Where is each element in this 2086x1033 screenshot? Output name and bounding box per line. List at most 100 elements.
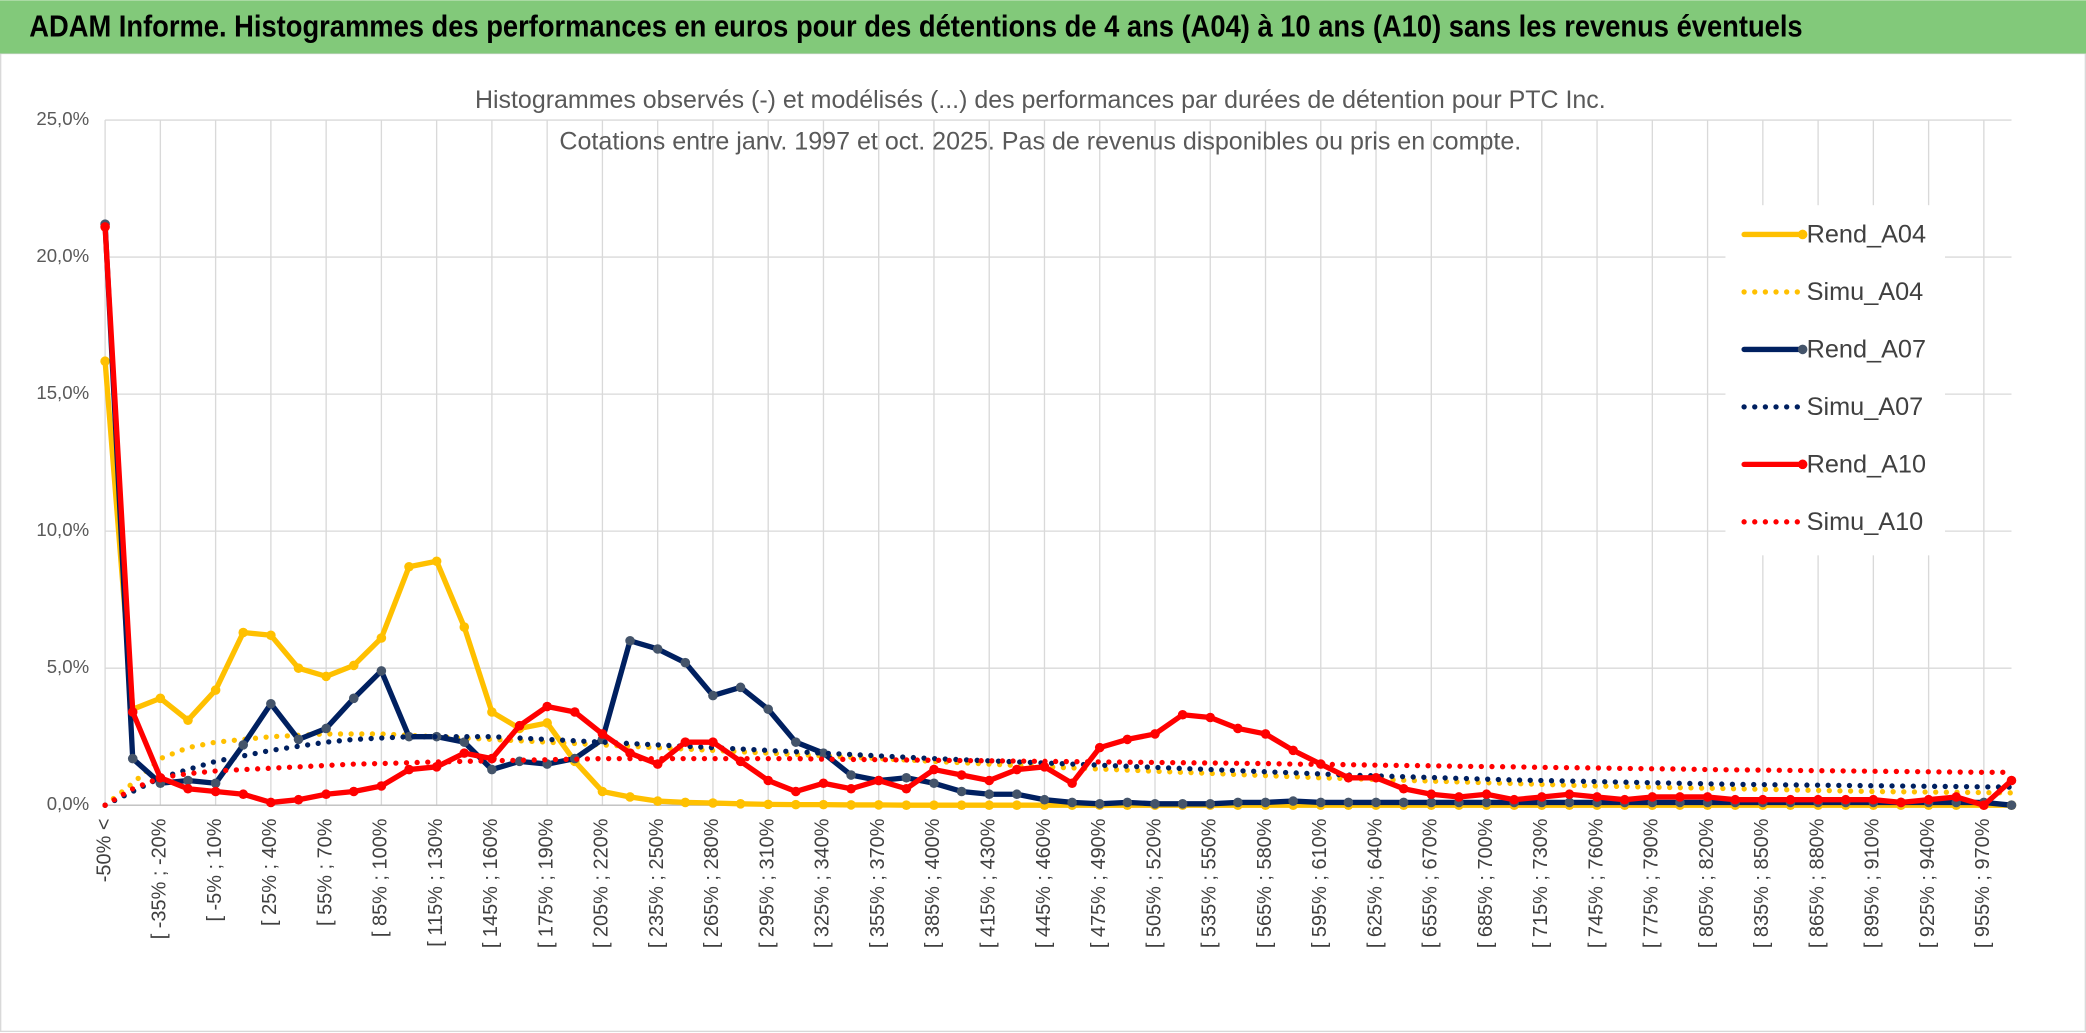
data-point xyxy=(846,783,856,794)
x-tick-label: [ 385% ; 400% xyxy=(922,818,944,948)
data-point xyxy=(238,740,249,750)
data-point xyxy=(625,635,635,646)
data-point xyxy=(791,786,801,797)
data-point xyxy=(348,693,359,704)
data-point xyxy=(680,657,691,668)
data-point xyxy=(1509,794,1519,805)
data-point xyxy=(376,633,387,643)
data-point xyxy=(1840,794,1851,805)
data-point xyxy=(1564,789,1575,800)
header-title: ADAM Informe. Histogrammes des performan… xyxy=(29,9,1802,43)
x-tick-label: -50% < xyxy=(93,818,115,882)
data-point xyxy=(1951,792,1962,802)
data-point xyxy=(1233,723,1243,734)
x-tick-label: [ 805% ; 820% xyxy=(1696,818,1718,948)
data-point xyxy=(266,630,276,641)
data-point xyxy=(127,753,138,764)
data-point xyxy=(1647,792,1658,802)
data-point xyxy=(818,778,829,789)
y-tick-label: 20,0% xyxy=(36,245,89,266)
data-point xyxy=(1233,797,1243,808)
data-point xyxy=(846,770,856,780)
data-point xyxy=(1675,792,1685,802)
x-tick-label: [ 205% ; 220% xyxy=(591,818,613,948)
data-point xyxy=(1094,799,1105,809)
x-tick-label: [ 595% ; 610% xyxy=(1309,818,1331,948)
data-point xyxy=(1177,709,1188,720)
x-tick-label: [ 265% ; 280% xyxy=(701,818,723,948)
data-point xyxy=(1564,797,1575,808)
chart-subtitle: Cotations entre janv. 1997 et oct. 2025.… xyxy=(559,127,1521,155)
data-point xyxy=(984,775,995,786)
data-point xyxy=(1150,729,1160,739)
data-point xyxy=(1012,800,1022,810)
series-line xyxy=(102,224,2015,808)
data-point xyxy=(1371,797,1381,808)
data-point xyxy=(293,663,304,673)
data-point xyxy=(1702,792,1713,802)
data-point xyxy=(735,682,746,693)
data-point xyxy=(956,770,967,780)
legend-label: Simu_A07 xyxy=(1807,393,1924,421)
data-point xyxy=(542,701,552,712)
data-point xyxy=(708,690,718,701)
x-tick-label: [ 115% ; 130% xyxy=(425,818,447,946)
data-point xyxy=(266,698,276,709)
data-point xyxy=(1343,772,1354,783)
x-tick-label: [ 475% ; 490% xyxy=(1088,818,1110,948)
x-tick-label: [ 625% ; 640% xyxy=(1364,818,1386,948)
data-point xyxy=(929,764,939,775)
series-line xyxy=(102,755,2015,808)
x-tick-label: [ -5% ; 10% xyxy=(204,818,226,921)
data-point xyxy=(680,737,691,747)
data-point xyxy=(1205,799,1216,809)
data-point xyxy=(459,737,470,747)
data-point xyxy=(1094,742,1105,753)
x-tick-label: [ 505% ; 520% xyxy=(1143,818,1165,948)
data-point xyxy=(1454,792,1464,802)
data-point xyxy=(901,800,912,810)
data-point xyxy=(1260,797,1271,808)
data-point xyxy=(1592,792,1602,802)
x-tick-label: [ 25% ; 40% xyxy=(259,818,281,926)
data-point xyxy=(210,786,221,797)
data-point xyxy=(1012,789,1022,800)
data-point xyxy=(984,789,995,800)
x-tick-label: [ 685% ; 700% xyxy=(1475,818,1497,948)
data-point xyxy=(542,718,552,728)
data-point xyxy=(404,731,414,742)
x-tick-label: [ 565% ; 580% xyxy=(1254,818,1276,948)
x-tick-label: [ 445% ; 460% xyxy=(1033,818,1055,948)
data-point xyxy=(321,671,331,682)
x-tick-label: [ 295% ; 310% xyxy=(756,818,778,948)
x-tick-label: [ 55% ; 70% xyxy=(314,818,336,926)
data-point xyxy=(1758,794,1768,805)
legend-marker xyxy=(1797,344,1808,355)
x-tick-label: [ 145% ; 160% xyxy=(480,818,502,948)
data-point xyxy=(404,561,414,572)
x-tick-label: [ 355% ; 370% xyxy=(867,818,889,948)
data-point xyxy=(735,799,746,809)
data-point xyxy=(1122,797,1133,808)
series-line xyxy=(102,358,2015,808)
data-point xyxy=(1012,764,1022,775)
data-point xyxy=(293,734,304,745)
data-point xyxy=(763,775,773,786)
data-point xyxy=(597,786,608,797)
data-point xyxy=(127,707,138,717)
data-point xyxy=(680,797,691,808)
data-point xyxy=(1426,797,1437,808)
data-point xyxy=(1067,797,1077,808)
legend-background xyxy=(1725,205,1945,556)
legend-label: Rend_A10 xyxy=(1807,450,1926,478)
x-tick-label: [ 655% ; 670% xyxy=(1420,818,1442,948)
data-point xyxy=(901,772,912,783)
data-point xyxy=(652,796,663,806)
data-point xyxy=(818,799,829,810)
data-point xyxy=(1398,783,1409,794)
legend-marker xyxy=(1797,229,1808,240)
data-point xyxy=(100,222,110,232)
data-point xyxy=(321,789,331,800)
x-tick-label: [ 325% ; 340% xyxy=(812,818,834,948)
data-point xyxy=(652,759,663,769)
